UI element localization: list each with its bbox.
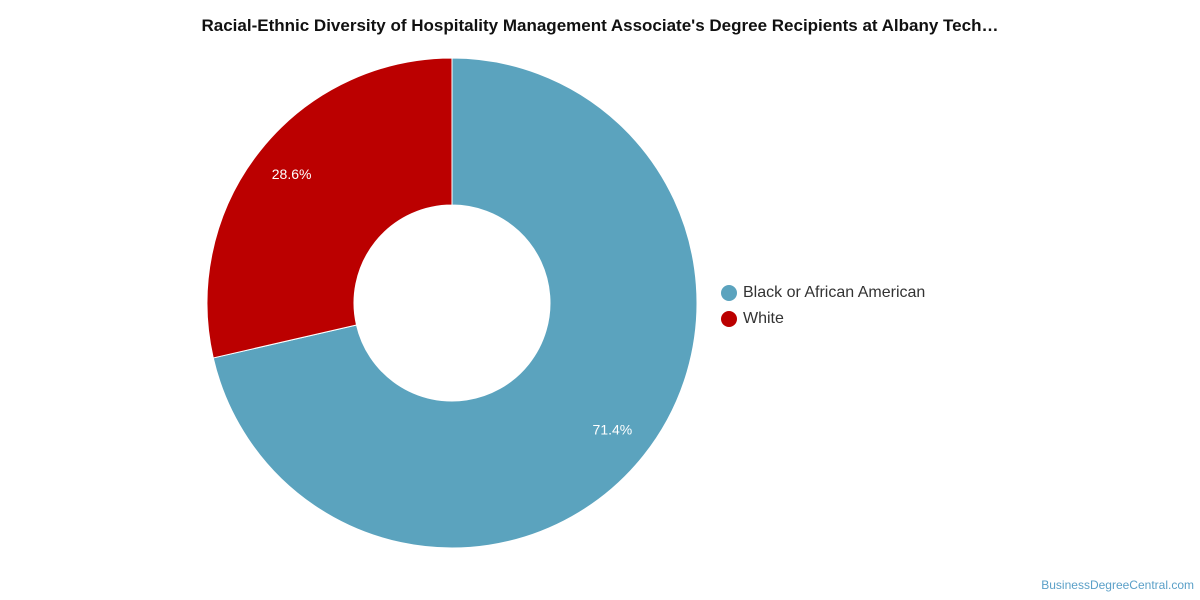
slice-white[interactable] [206,57,453,359]
legend: Black or African American White [721,280,925,332]
legend-swatch-black-or-african-american [721,285,737,301]
legend-label-white: White [743,310,784,327]
legend-item-black-or-african-american[interactable]: Black or African American [721,280,925,306]
data-label-black-or-african-american: 71.4% [593,421,633,437]
legend-label-black-or-african-american: Black or African American [743,284,926,301]
slice-black-or-african-american[interactable] [212,57,698,549]
watermark: BusinessDegreeCentral.com [1041,578,1194,592]
legend-swatch-white [721,311,737,327]
chart-title: Racial-Ethnic Diversity of Hospitality M… [201,16,999,35]
legend-item-white[interactable]: White [721,306,925,332]
data-label-white: 28.6% [272,166,312,182]
